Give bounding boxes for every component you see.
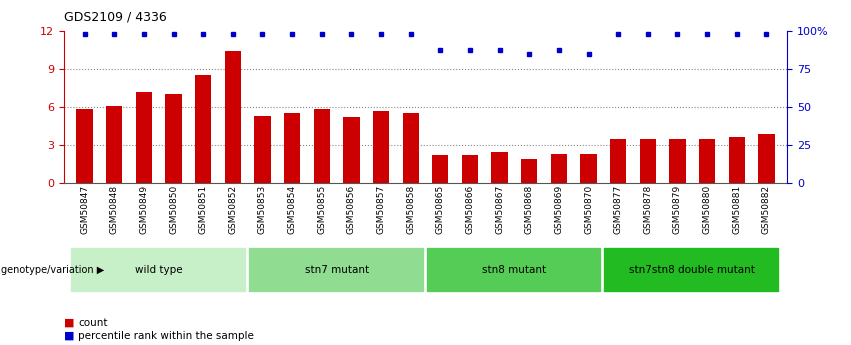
Text: stn7stn8 double mutant: stn7stn8 double mutant bbox=[630, 265, 755, 275]
Text: GSM50849: GSM50849 bbox=[140, 185, 148, 234]
Bar bbox=[195, 75, 211, 183]
Bar bbox=[640, 139, 656, 183]
Text: GSM50869: GSM50869 bbox=[554, 185, 563, 234]
Text: genotype/variation ▶: genotype/variation ▶ bbox=[1, 265, 104, 275]
Bar bbox=[106, 106, 123, 183]
Text: stn8 mutant: stn8 mutant bbox=[483, 265, 546, 275]
Text: GDS2109 / 4336: GDS2109 / 4336 bbox=[64, 10, 167, 23]
Text: GSM50878: GSM50878 bbox=[643, 185, 653, 234]
Bar bbox=[670, 139, 686, 183]
Text: GSM50855: GSM50855 bbox=[317, 185, 326, 234]
Bar bbox=[403, 113, 419, 183]
Text: GSM50877: GSM50877 bbox=[614, 185, 623, 234]
Text: GSM50848: GSM50848 bbox=[110, 185, 119, 234]
Text: GSM50852: GSM50852 bbox=[228, 185, 237, 234]
Text: GSM50858: GSM50858 bbox=[406, 185, 415, 234]
Bar bbox=[284, 113, 300, 183]
Text: GSM50865: GSM50865 bbox=[436, 185, 445, 234]
Bar bbox=[432, 155, 448, 183]
Bar bbox=[248, 247, 425, 293]
Bar bbox=[492, 152, 508, 183]
Text: count: count bbox=[78, 318, 108, 327]
Text: wild type: wild type bbox=[134, 265, 182, 275]
Text: GSM50851: GSM50851 bbox=[198, 185, 208, 234]
Text: GSM50880: GSM50880 bbox=[703, 185, 711, 234]
Bar bbox=[225, 51, 241, 183]
Text: GSM50853: GSM50853 bbox=[258, 185, 267, 234]
Text: GSM50879: GSM50879 bbox=[673, 185, 682, 234]
Bar bbox=[70, 247, 247, 293]
Bar bbox=[699, 139, 716, 183]
Bar bbox=[728, 137, 745, 183]
Text: GSM50854: GSM50854 bbox=[288, 185, 297, 234]
Bar bbox=[343, 117, 359, 183]
Bar bbox=[373, 111, 389, 183]
Text: GSM50870: GSM50870 bbox=[584, 185, 593, 234]
Bar bbox=[610, 139, 626, 183]
Text: GSM50857: GSM50857 bbox=[376, 185, 386, 234]
Text: GSM50867: GSM50867 bbox=[495, 185, 504, 234]
Bar bbox=[77, 109, 93, 183]
Bar bbox=[426, 247, 603, 293]
Text: GSM50881: GSM50881 bbox=[732, 185, 741, 234]
Bar bbox=[254, 116, 271, 183]
Text: GSM50866: GSM50866 bbox=[465, 185, 475, 234]
Bar bbox=[521, 159, 538, 183]
Bar bbox=[551, 154, 567, 183]
Text: GSM50868: GSM50868 bbox=[525, 185, 534, 234]
Bar bbox=[165, 94, 181, 183]
Bar bbox=[580, 154, 597, 183]
Text: percentile rank within the sample: percentile rank within the sample bbox=[78, 331, 254, 341]
Text: ■: ■ bbox=[64, 331, 74, 341]
Text: stn7 mutant: stn7 mutant bbox=[305, 265, 368, 275]
Bar bbox=[313, 109, 330, 183]
Bar bbox=[135, 92, 152, 183]
Bar bbox=[603, 247, 780, 293]
Text: GSM50882: GSM50882 bbox=[762, 185, 771, 234]
Text: GSM50850: GSM50850 bbox=[169, 185, 178, 234]
Bar bbox=[462, 155, 478, 183]
Text: GSM50847: GSM50847 bbox=[80, 185, 89, 234]
Text: GSM50856: GSM50856 bbox=[347, 185, 356, 234]
Bar bbox=[758, 134, 774, 183]
Text: ■: ■ bbox=[64, 318, 74, 327]
